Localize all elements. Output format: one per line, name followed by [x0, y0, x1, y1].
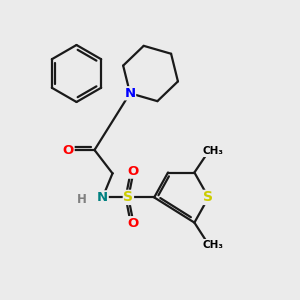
Text: S: S: [203, 190, 214, 204]
Text: N: N: [124, 87, 136, 100]
Text: H: H: [77, 193, 86, 206]
Text: O: O: [128, 165, 139, 178]
Text: O: O: [128, 217, 139, 230]
Text: N: N: [97, 191, 108, 204]
Text: CH₃: CH₃: [202, 239, 224, 250]
Text: S: S: [123, 190, 134, 204]
Text: O: O: [63, 143, 74, 157]
Text: CH₃: CH₃: [202, 146, 224, 157]
